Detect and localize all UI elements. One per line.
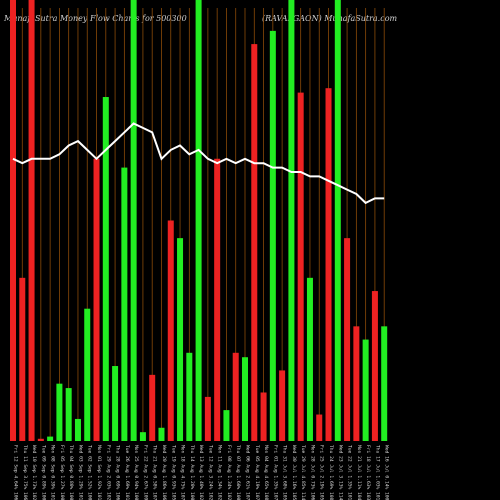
bar-36	[334, 0, 341, 441]
bar-13	[121, 167, 128, 441]
bar-24	[223, 410, 230, 441]
bar-32	[297, 92, 304, 442]
bar-3	[28, 0, 35, 441]
bar-6	[56, 383, 63, 441]
x-tick-label: Thu 28 Aug 0.69% 1065.00	[115, 445, 121, 500]
bar-34	[316, 414, 323, 441]
bar-30	[279, 370, 286, 441]
bar-28	[260, 392, 267, 441]
x-tick-label: Wed 13 Aug 1.40% 1023.35	[198, 445, 204, 500]
x-tick-label: Thu 21 Aug 0.58% 1074.00	[152, 445, 158, 500]
bar-20	[186, 352, 193, 441]
bar-15	[139, 432, 146, 441]
bar-17	[158, 427, 165, 441]
bar-10	[93, 158, 100, 441]
x-tick-label: Mon 08 Sep 0.39% 1012.25	[50, 445, 56, 500]
x-tick-label: Thu 17 Jul 1.03% 1014.55	[374, 445, 380, 500]
bar-12	[112, 366, 119, 441]
bar-19	[177, 238, 184, 441]
money-flow-line	[12, 122, 385, 205]
x-tick-label: Fri 08 Aug 1.34% 1020.70	[226, 445, 232, 500]
x-tick-label: Wed 23 Jul 3.13% 1149.20	[337, 445, 343, 500]
bar-35	[325, 88, 332, 441]
x-axis-labels: Fri 12 Sep 4.64% 1065.00 Thu 11 Sep 3.75%…	[13, 445, 390, 500]
x-tick-label: Thu 31 Jul 3.68% 1052.70	[282, 445, 288, 500]
bar-22	[204, 396, 211, 441]
x-tick-label: Mon 28 Jul 0.73% 1065.00	[309, 445, 315, 500]
x-tick-label: Thu 04 Sep 0.80% 1003.20	[68, 445, 74, 500]
x-tick-label: Wed 03 Sep 1.29% 1010.00	[77, 445, 83, 500]
x-tick-label: Thu 14 Aug 1.20% 1006.50	[189, 445, 195, 500]
chart-subtitle: (RAVALGAON) MunafaSutra.com	[262, 14, 398, 23]
x-tick-label: Thu 07 Aug 1.60% 1000.00	[235, 445, 241, 500]
bar-39	[362, 339, 369, 441]
x-tick-label: Fri 25 Jul 2.19% 1051.30	[319, 445, 325, 500]
bar-33	[306, 277, 313, 441]
bar-11	[102, 97, 109, 442]
x-tick-label: Fri 18 Jul 1.63% 1035.35	[365, 445, 371, 500]
x-tick-label: Wed 10 Sep 1.73% 1024.55	[31, 445, 37, 500]
bar-18	[167, 220, 174, 441]
bar-7	[65, 388, 72, 441]
x-tick-label: Mon 21 Jul 1.11% 1041.85	[356, 445, 362, 500]
bar-1	[10, 0, 16, 441]
x-tick-label: Tue 09 Sep 0.89% 1003.15	[40, 445, 46, 500]
x-tick-label: Fri 05 Sep 1.27% 1007.35	[59, 445, 65, 500]
bar-5	[47, 436, 54, 441]
bar-27	[251, 44, 258, 441]
bar-37	[344, 238, 351, 441]
bar-29	[269, 30, 276, 442]
x-tick-label: Tue 19 Aug 0.93% 1052.05	[170, 445, 176, 500]
bar-2	[19, 277, 26, 441]
x-tick-label: Thu 24 Jul 1.69% 1089.20	[328, 445, 334, 500]
x-tick-label: Fri 01 Aug 1.35% 1071.50	[272, 445, 278, 500]
x-tick-label: Fri 12 Sep 4.64% 1065.00	[13, 445, 19, 500]
x-tick-label: Mon 01 Sep 1.92% 1015.00	[96, 445, 102, 500]
x-tick-label: Wed 20 Aug 1.86% 1060.00	[161, 445, 167, 500]
bar-40	[371, 291, 378, 441]
x-tick-label: Fri 22 Aug 2.67% 1098.00	[142, 445, 148, 500]
bar-14	[130, 0, 137, 441]
x-tick-label: Tue 02 Sep 1.52% 1001.85	[87, 445, 93, 500]
chart-title: MunafaSutra Money Flow Charts for 500300	[4, 14, 187, 23]
bar-26	[242, 357, 248, 441]
bar-21	[195, 0, 202, 441]
x-tick-label: Tue 22 Jul 1.35% 1016.90	[347, 445, 353, 500]
x-tick-label: Wed 30 Jul 1.16% 1056.30	[291, 445, 297, 500]
bar-4	[37, 438, 44, 441]
bar-16	[149, 374, 156, 441]
x-tick-label: Fri 29 Aug 2.03% 1025.95	[105, 445, 111, 500]
x-tick-label: Wed 16 Jul 0.14% 1005.00	[384, 445, 390, 500]
x-tick-label: Mon 04 Aug 4.65% 1083.25	[263, 445, 269, 500]
bar-series	[10, 0, 388, 442]
x-tick-label: Tue 26 Aug 1.69% 1015.20	[124, 445, 130, 500]
bar-23	[214, 158, 221, 441]
x-tick-label: Tue 29 Jul 4.85% 1145.70	[300, 445, 306, 500]
bar-38	[353, 326, 360, 441]
x-tick-label: Thu 11 Sep 3.75% 1061.25	[22, 445, 28, 500]
bar-25	[232, 352, 239, 441]
x-tick-label: Mon 11 Aug 1.34% 1029.00	[217, 445, 223, 500]
x-tick-label: Mon 25 Aug 0.94% 1008.15	[133, 445, 139, 500]
x-tick-label: Tue 12 Aug 3.24% 1029.45	[207, 445, 213, 500]
bar-8	[74, 418, 81, 441]
bar-9	[84, 308, 91, 441]
x-tick-label: Wed 06 Aug 2.61% 1073.10	[245, 445, 251, 500]
bar-41	[381, 326, 388, 441]
x-tick-label: Mon 18 Aug 4.75% 1078.40	[180, 445, 186, 500]
x-tick-label: Tue 05 Aug 4.19% 1075.00	[254, 445, 260, 500]
bar-31	[288, 0, 295, 441]
